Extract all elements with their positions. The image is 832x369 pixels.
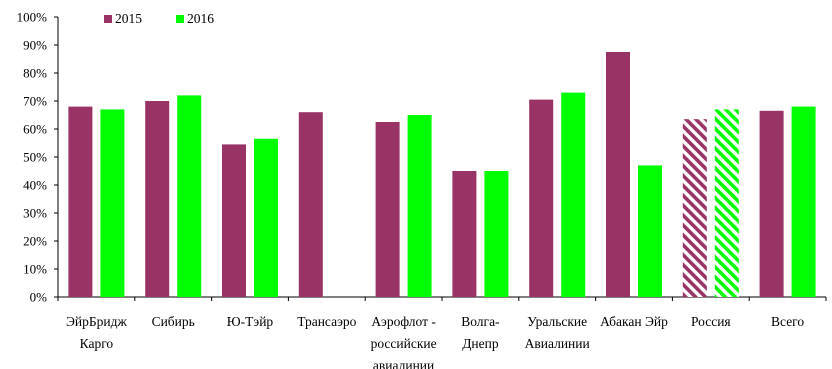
y-tick-label: 50% [23,150,47,165]
bar-2015 [375,122,400,297]
bar-2015 [68,106,93,297]
legend-label: 2015 [115,11,142,26]
bar-2015 [145,101,170,297]
x-tick-label: Трансаэро [297,314,356,329]
y-tick-label: 0% [30,290,48,305]
y-tick-label: 80% [23,66,47,81]
bar-2015 [759,110,784,297]
bars [68,52,816,298]
bar-2016 [484,171,509,297]
bar-2016 [177,95,202,298]
x-tick-label: Аэрофлот - [371,314,436,329]
legend-label: 2016 [187,11,214,26]
bar-2016 [407,115,432,297]
bar-2016 [638,165,662,297]
bar-2015 [452,171,477,297]
y-tick-label: 60% [23,122,47,137]
x-tick-label: российские [371,336,437,351]
x-tick-label: Днепр [462,336,499,351]
bar-2016 [791,106,816,297]
y-tick-label: 40% [23,178,47,193]
x-tick-label: Ю-Тэйр [227,314,274,329]
x-tick-label: Авиалинии [525,336,590,351]
bar-2015 [529,99,554,297]
y-tick-label: 70% [23,94,47,109]
y-tick-label: 10% [23,262,47,277]
x-tick-label: Всего [771,314,804,329]
y-tick-label: 100% [17,10,48,25]
x-tick-label: авиалинии [373,358,434,369]
bar-2015 [222,144,246,297]
x-tick-label: Абакан Эйр [600,314,668,329]
bar-2015 [298,112,323,297]
bar-2016 [254,138,278,297]
x-tick-label: Россия [691,314,731,329]
x-tick-label: ЭйрБридж [66,314,127,329]
legend: 2015 2016 [104,11,214,26]
bar-2016 [100,109,125,298]
x-tick-label: Сибирь [152,314,195,329]
bar-2015 [606,52,630,297]
x-tick-label: Волга- [461,314,500,329]
bar-2016 [714,109,739,298]
legend-swatch [176,15,184,23]
y-tick-label: 30% [23,206,47,221]
legend-swatch [104,15,112,23]
x-tick-label: Уральские [527,314,587,329]
x-tick-label: Карго [80,336,114,351]
bar-2016 [561,92,586,297]
y-tick-label: 20% [23,234,47,249]
axes: 0% 10% 20% 30% 40% 50% 60% 70% 80% 90% 100% ЭйрБрид… [17,10,827,369]
bar-2015 [682,119,707,297]
y-tick-label: 90% [23,38,47,53]
